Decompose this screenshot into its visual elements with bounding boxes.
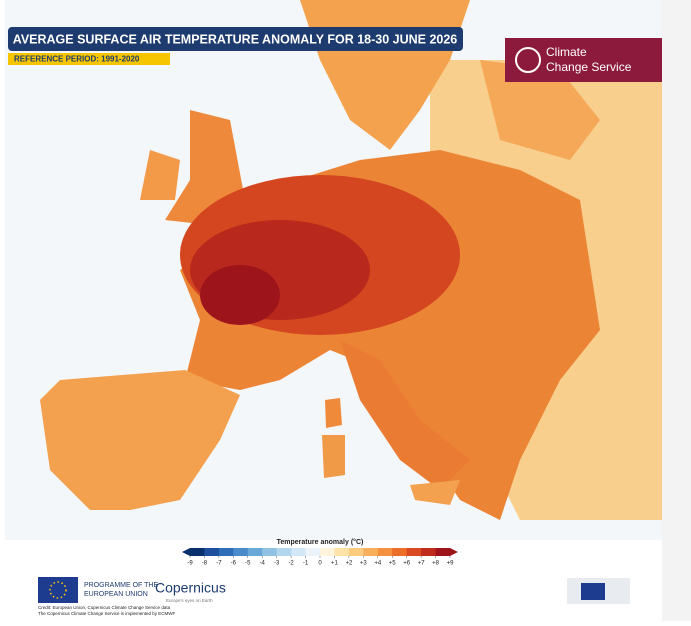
colorbar-tick-label: -6 <box>231 561 237 567</box>
copernicus-logo: Copernicus <box>155 580 226 596</box>
colorbar-tick-label: +8 <box>432 561 440 567</box>
italy <box>340 340 470 490</box>
colorbar-tick-label: -1 <box>303 561 309 567</box>
colorbar-segment <box>262 548 278 556</box>
colorbar-tick-label: +7 <box>418 561 426 567</box>
colorbar-tick-label: -5 <box>245 561 251 567</box>
ec-flag <box>581 583 605 600</box>
reference-period: REFERENCE PERIOD: 1991-2020 <box>14 55 140 64</box>
hot-core-france <box>200 265 280 325</box>
logo-line1: Climate <box>546 45 587 59</box>
colorbar-tick-label: -7 <box>216 561 222 567</box>
colorbar-segment <box>392 548 408 556</box>
logo-icon <box>515 47 541 73</box>
colorbar-segment <box>348 548 364 556</box>
title: AVERAGE SURFACE AIR TEMPERATURE ANOMALY … <box>13 32 458 46</box>
colorbar-segment <box>334 548 350 556</box>
colorbar-tick-label: -4 <box>260 561 266 567</box>
colorbar-arrow-low <box>182 548 190 556</box>
copernicus-tagline: Europe's eyes on Earth <box>166 598 213 603</box>
colorbar-segment <box>305 548 321 556</box>
reference-bar <box>8 53 170 65</box>
colorbar-segment <box>276 548 292 556</box>
colorbar-segment <box>218 548 234 556</box>
colorbar-tick-label: +6 <box>403 561 411 567</box>
colorbar-segment <box>320 548 335 556</box>
colorbar-segment <box>204 548 220 556</box>
colorbar-segment <box>247 548 263 556</box>
scrollbar <box>662 0 691 621</box>
colorbar-tick-label: +3 <box>360 561 368 567</box>
colorbar-segment <box>377 548 393 556</box>
colorbar-segment <box>363 548 379 556</box>
title-bar <box>8 27 463 51</box>
legend-title: Temperature anomaly (°C) <box>277 538 364 546</box>
colorbar-segment <box>421 548 437 556</box>
colorbar-segment <box>190 548 205 556</box>
colorbar-segment <box>406 548 422 556</box>
colorbar-segment <box>291 548 307 556</box>
ireland <box>140 150 180 200</box>
colorbar-tick-label: +5 <box>389 561 397 567</box>
eu-flag <box>38 577 78 603</box>
eu-stars <box>49 581 67 599</box>
eu-line1: PROGRAMME OF THE <box>84 582 158 589</box>
colorbar-arrow-high <box>450 548 458 556</box>
sicily <box>410 480 460 505</box>
logo-box <box>505 38 662 82</box>
colorbar-tick-label: -2 <box>288 561 294 567</box>
corsica <box>325 398 342 428</box>
colorbar-tick-label: 0 <box>318 561 322 567</box>
colorbar-tick-label: -8 <box>202 561 208 567</box>
credit-line2: The Copernicus Climate Change Service is… <box>38 611 176 616</box>
sardinia <box>322 435 345 478</box>
colorbar-tick-label: +9 <box>447 561 455 567</box>
colorbar-tick-label: +4 <box>374 561 382 567</box>
baltic-region <box>480 60 600 160</box>
eu-line2: EUROPEAN UNION <box>84 591 148 598</box>
iberia <box>40 370 240 510</box>
credit-line1: Credit: European Union, Copernicus Clima… <box>38 605 171 610</box>
colorbar-tick-label: +1 <box>331 561 339 567</box>
colorbar-segment <box>233 548 249 556</box>
colorbar-tick-label: -9 <box>187 561 193 567</box>
colorbar-tick-label: -3 <box>274 561 280 567</box>
colorbar-tick-label: +2 <box>345 561 353 567</box>
logo-line2: Change Service <box>546 60 632 74</box>
colorbar-segment <box>435 548 451 556</box>
colorbar: -9 -8 -7 -6 -5 -4 -3 -2 -1 0 +1 +2 +3 +4 +5 +6 +7 +8 +9 <box>182 548 458 567</box>
